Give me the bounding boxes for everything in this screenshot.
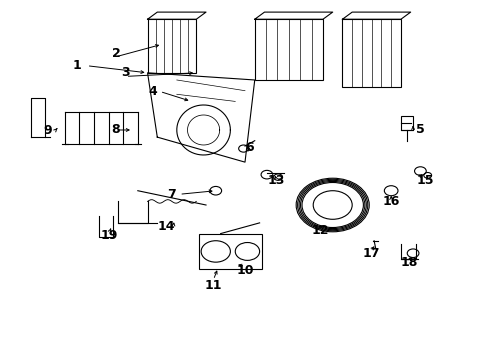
Text: 3: 3 bbox=[122, 66, 130, 79]
Text: 7: 7 bbox=[168, 188, 176, 201]
Text: 9: 9 bbox=[43, 124, 52, 137]
Text: 19: 19 bbox=[101, 229, 118, 242]
Text: 4: 4 bbox=[148, 85, 157, 98]
Text: 14: 14 bbox=[157, 220, 175, 233]
Text: 6: 6 bbox=[245, 141, 254, 154]
Text: 17: 17 bbox=[363, 247, 380, 260]
Text: 15: 15 bbox=[416, 174, 434, 187]
Text: 1: 1 bbox=[73, 59, 81, 72]
Text: 12: 12 bbox=[312, 224, 329, 237]
Text: 5: 5 bbox=[416, 123, 425, 136]
Text: 10: 10 bbox=[236, 264, 254, 276]
Text: 18: 18 bbox=[401, 256, 418, 269]
Bar bbox=[199, 234, 262, 269]
Text: 8: 8 bbox=[112, 123, 120, 136]
Bar bbox=[401, 116, 413, 130]
Text: 11: 11 bbox=[205, 279, 222, 292]
Text: 13: 13 bbox=[268, 174, 285, 187]
Text: 16: 16 bbox=[383, 195, 400, 208]
Text: 2: 2 bbox=[112, 47, 120, 60]
